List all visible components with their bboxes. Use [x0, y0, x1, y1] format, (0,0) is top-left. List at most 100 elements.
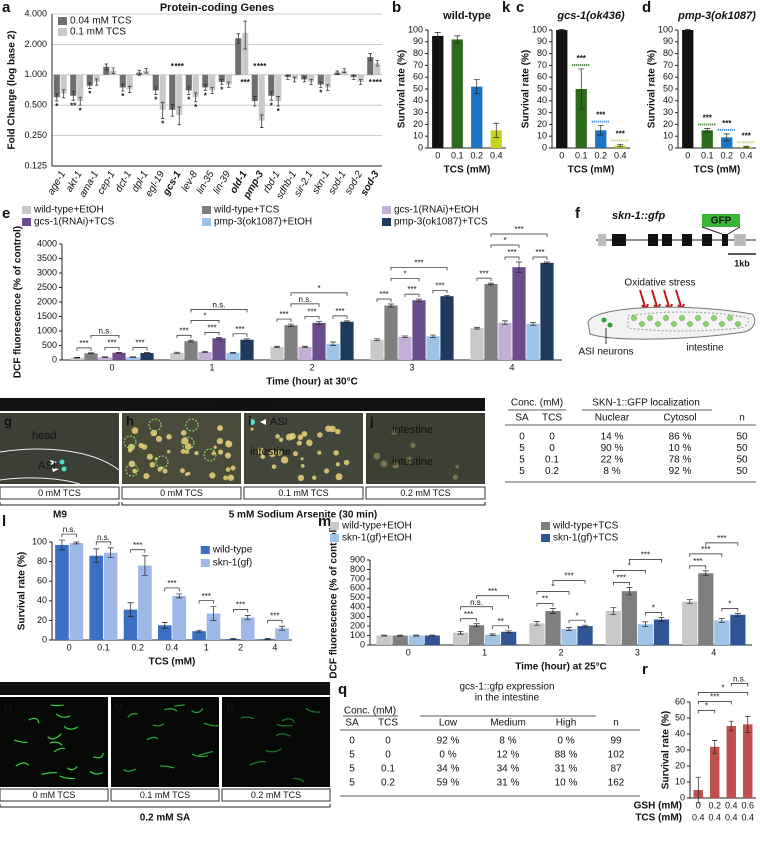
gfp-signal — [149, 461, 156, 468]
x-tick-label: 0.2 — [720, 150, 733, 160]
condition-label: 0 mM TCS — [160, 488, 203, 498]
table-column-header: n — [613, 718, 619, 729]
bar — [408, 635, 424, 645]
exon — [734, 234, 746, 246]
table-cell: 0.2 — [381, 778, 395, 789]
sig-bracket — [164, 587, 180, 591]
sig-label: * — [121, 92, 125, 101]
bar — [561, 628, 577, 645]
sig-label: * — [551, 583, 554, 592]
gfp-signal — [224, 452, 231, 459]
panel-label: k — [502, 0, 511, 16]
sig-bracket — [132, 347, 148, 351]
error-bar — [642, 621, 649, 627]
table-column-header: Low — [439, 718, 458, 729]
error-bar — [274, 345, 280, 349]
bar — [202, 74, 209, 88]
sig-bracket — [390, 266, 448, 271]
table-cell: 14 % — [601, 432, 624, 443]
bar — [70, 357, 84, 360]
error-bar — [702, 570, 709, 576]
error-bar — [695, 776, 701, 804]
error-bar — [473, 79, 480, 95]
x-tick-label: 0 — [109, 362, 114, 372]
micrograph — [222, 697, 330, 787]
gfp-signal — [271, 464, 277, 469]
error-bar — [413, 634, 420, 637]
y-tick-label: 1500 — [37, 311, 57, 321]
y-tick-label: 0 — [52, 354, 57, 364]
error-bar — [230, 351, 236, 354]
asi-signal — [59, 459, 65, 465]
sig-bracket — [76, 347, 92, 351]
bar — [698, 573, 714, 645]
sig-label: *** — [373, 78, 383, 87]
gfp-worm — [49, 741, 63, 746]
x-axis-label: GSH (mM) — [634, 801, 682, 812]
legend-label: wild-type+TCS — [552, 521, 619, 532]
y-tick-label: 90 — [663, 36, 673, 46]
bar — [710, 746, 720, 798]
error-bar — [107, 547, 114, 559]
sig-bracket — [645, 612, 662, 616]
legend-label: wild-type+TCS — [213, 205, 280, 216]
table-cell: 5 — [349, 778, 355, 789]
table-cell: 78 % — [669, 455, 692, 466]
sig-bracket — [233, 609, 249, 613]
bar — [84, 353, 98, 360]
table-header: SKN-1::GFP localization — [592, 398, 700, 409]
error-bar — [325, 84, 330, 91]
bar — [158, 625, 172, 640]
sig-label: n.s. — [299, 295, 312, 304]
error-bar — [202, 350, 208, 353]
table-cell: 0 — [549, 432, 555, 443]
x-tick-label: 0.2 — [131, 642, 144, 652]
sig-bracket — [730, 683, 749, 687]
y-tick-label: 500 — [42, 340, 57, 350]
y-tick-label: 20 — [675, 760, 685, 770]
table-column-header: TCS — [378, 718, 398, 729]
gfp-worm — [164, 708, 178, 712]
y-tick-label: 30 — [537, 107, 547, 117]
y-tick-label: 10 — [413, 131, 423, 141]
error-bar — [243, 20, 247, 50]
sig-label: *** — [435, 281, 444, 290]
bar — [440, 296, 454, 360]
bar — [275, 628, 289, 640]
panel-label: e — [2, 205, 10, 222]
bar — [251, 74, 258, 102]
bar — [235, 38, 242, 75]
gfp-signal — [335, 462, 340, 467]
error-bar — [718, 618, 725, 623]
bar — [490, 130, 502, 148]
panel-label: f — [575, 205, 581, 222]
table-cell: 99 — [610, 736, 622, 747]
error-bar — [104, 63, 109, 71]
gfp-worm — [146, 736, 159, 741]
bar — [103, 552, 118, 640]
y-tick-label: 500 — [350, 592, 365, 602]
table-cell: 31 % — [555, 764, 578, 775]
legend-label: wild-type+EtOH — [33, 205, 104, 216]
sig-bracket — [629, 559, 662, 563]
table-column-header: Cytosol — [663, 413, 696, 424]
gfp-worm — [28, 717, 40, 724]
legend-label: wild-type+EtOH — [341, 521, 412, 532]
bar — [485, 634, 501, 645]
sig-label: * — [270, 101, 274, 110]
x2-axis-label: TCS (mM) — [635, 813, 682, 824]
x-axis-label: TCS (mM) — [568, 165, 615, 176]
sig-bracket — [697, 701, 732, 705]
legend-swatch — [58, 17, 67, 25]
sig-label: * — [705, 702, 708, 711]
error-bar — [457, 630, 464, 635]
exon — [648, 234, 658, 246]
y-tick-label: 90 — [537, 36, 547, 46]
y-tick-label: 70 — [413, 60, 423, 70]
sig-bracket — [104, 346, 120, 351]
error-bar — [88, 352, 94, 355]
sig-label: *** — [703, 114, 713, 123]
bar — [367, 57, 374, 75]
table-cell: 50 — [736, 443, 748, 454]
